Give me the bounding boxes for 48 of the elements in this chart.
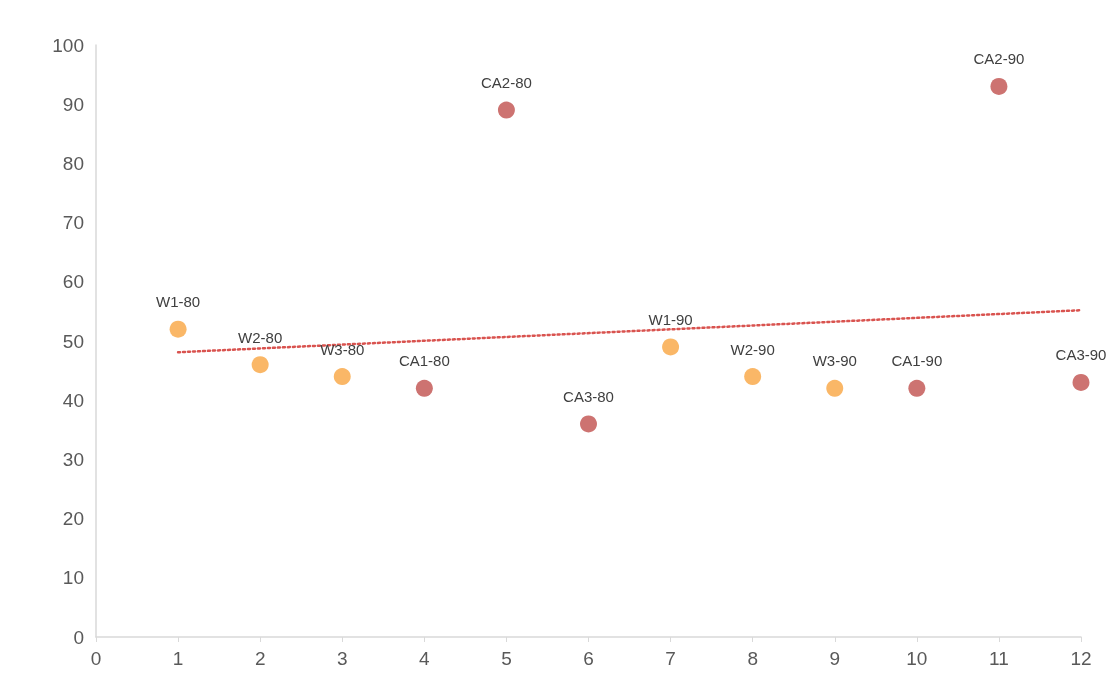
x-tick-label: 0 — [90, 648, 102, 669]
x-tick-label: 5 — [501, 648, 512, 669]
x-tick-label: 12 — [1070, 648, 1092, 669]
x-tick-label: 7 — [665, 648, 676, 669]
annotation: W2-80 — [238, 328, 283, 346]
y-tick-label: 40 — [62, 389, 84, 411]
x-tick-label: 6 — [583, 648, 594, 669]
x-tick-label: 9 — [829, 648, 841, 669]
annotation: CA1-80 — [398, 352, 450, 370]
point — [744, 368, 762, 386]
annotation: CA3-80 — [563, 387, 614, 405]
point — [580, 415, 597, 433]
x-tick-label: 4 — [419, 648, 431, 669]
x-tick-label: 10 — [906, 648, 928, 669]
annotation: CA2-80 — [480, 74, 532, 92]
point — [333, 368, 351, 386]
annotation: CA1-90 — [891, 352, 943, 370]
y-tick-label: 10 — [62, 567, 84, 589]
point — [497, 101, 515, 119]
point — [1072, 373, 1090, 391]
x-tick-label: 11 — [989, 648, 1009, 669]
y-tick-label: 20 — [62, 508, 84, 530]
annotation: W1-80 — [155, 293, 201, 311]
point — [908, 379, 926, 397]
annotation: W3-90 — [812, 352, 857, 370]
x-tick-label: 1 — [172, 648, 184, 669]
x-tick-label: 8 — [747, 648, 758, 669]
y-tick-label: 0 — [73, 626, 84, 648]
point — [990, 77, 1008, 95]
annotation: CA2-90 — [973, 50, 1025, 68]
y-tick-label: 30 — [62, 448, 84, 470]
annotation: W3-80 — [320, 340, 365, 358]
y-tick-label: 80 — [62, 152, 84, 174]
x-tick-label: 2 — [254, 648, 266, 669]
annotation: CA3-90 — [1055, 346, 1107, 364]
y-tick-label: 50 — [62, 330, 84, 352]
annotation: W2-90 — [730, 340, 775, 358]
y-tick-label: 60 — [62, 271, 84, 293]
point — [251, 356, 269, 374]
y-tick-label: 70 — [62, 212, 84, 234]
y-tick-label: 100 — [52, 34, 84, 56]
point — [826, 379, 844, 397]
y-tick-label: 90 — [62, 93, 84, 115]
x-tick-label: 3 — [336, 648, 348, 669]
point — [169, 320, 187, 338]
annotation: W1-90 — [648, 310, 693, 328]
point — [662, 338, 680, 356]
point — [415, 379, 433, 397]
